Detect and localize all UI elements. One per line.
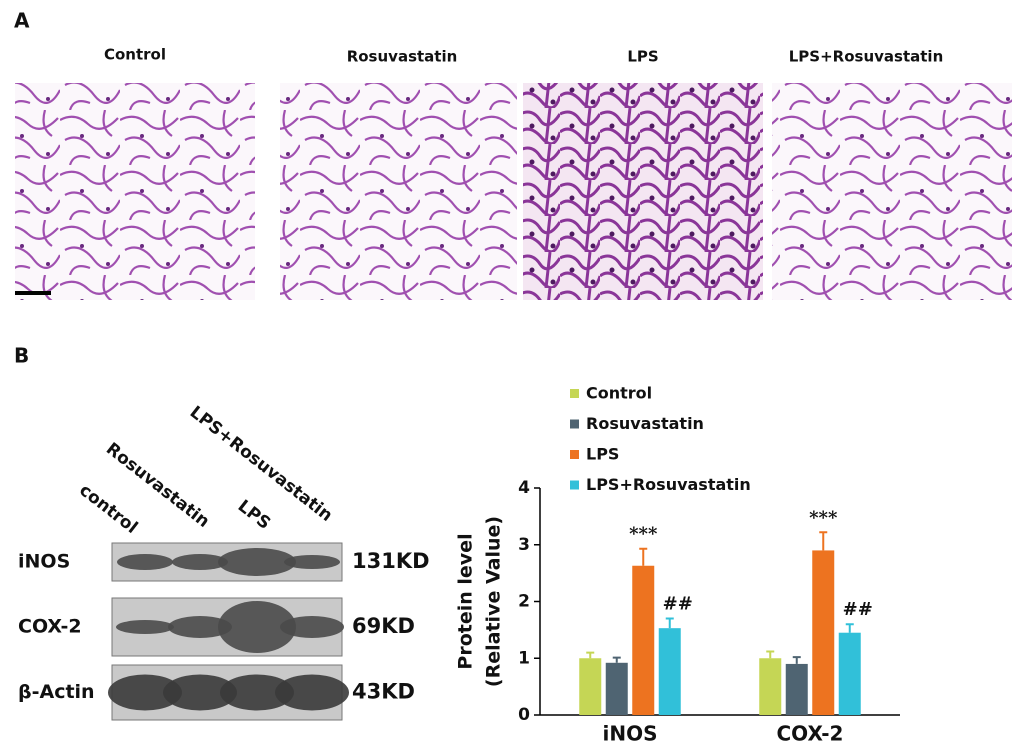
- protein-label: COX-2: [18, 616, 82, 638]
- protein-label: iNOS: [18, 551, 70, 573]
- blot-band: [284, 555, 340, 569]
- image-title: LPS+Rosuvastatin: [789, 48, 944, 66]
- lane-label: LPS: [234, 496, 274, 534]
- blot-band: [280, 616, 344, 638]
- histology-image: [280, 83, 517, 300]
- error-bar: [792, 656, 801, 664]
- y-tick-label: 2: [518, 592, 530, 612]
- error-bar: [845, 623, 854, 633]
- blot-band: [117, 554, 173, 570]
- significance-label: ##: [663, 594, 693, 615]
- significance-label: ***: [809, 507, 838, 528]
- x-tick-label: COX-2: [777, 722, 844, 746]
- size-label: 43KD: [352, 680, 415, 704]
- y-tick-label: 1: [518, 648, 530, 668]
- y-tick-label: 4: [518, 478, 530, 498]
- size-label: 69KD: [352, 614, 415, 638]
- protein-label: β-Actin: [18, 681, 95, 703]
- panel-label: B: [14, 344, 29, 368]
- blot-band: [116, 620, 174, 634]
- x-tick-label: iNOS: [603, 722, 658, 746]
- bar: [838, 632, 861, 715]
- blot-band: [218, 601, 296, 653]
- blot-band: [168, 616, 232, 638]
- size-label: 131KD: [352, 549, 430, 573]
- y-tick-label: 3: [518, 535, 530, 555]
- y-axis-label: Protein level: [455, 533, 477, 669]
- histology-image: [15, 83, 255, 300]
- histology-image: [772, 83, 1012, 300]
- significance-label: ##: [843, 599, 873, 620]
- y-axis-label: (Relative Value): [483, 516, 505, 687]
- panel-label: A: [14, 9, 30, 33]
- significance-label: ***: [629, 524, 658, 545]
- legend-swatch: [570, 450, 579, 459]
- legend-label: LPS+Rosuvastatin: [586, 475, 751, 494]
- legend-label: LPS: [586, 445, 619, 464]
- blot-band: [108, 674, 182, 711]
- bar: [785, 663, 808, 715]
- legend-swatch: [570, 480, 579, 490]
- blot-band: [172, 554, 228, 570]
- image-title: Rosuvastatin: [347, 48, 458, 66]
- bar-chart: 0 1 2 3 4 Protein level (Relative Value) iNOS **…: [455, 384, 900, 746]
- histology-image: [523, 83, 763, 300]
- error-bar: [665, 617, 674, 629]
- image-title: Control: [104, 46, 166, 64]
- legend-label: Rosuvastatin: [586, 414, 704, 433]
- blot-band: [163, 674, 237, 711]
- bar: [579, 658, 602, 715]
- lane-label: control: [75, 480, 141, 538]
- y-tick-label: 0: [518, 705, 530, 725]
- blot-band: [275, 674, 349, 711]
- bar: [759, 658, 782, 715]
- image-title: LPS: [627, 48, 658, 66]
- bar: [632, 565, 655, 715]
- error-bar: [612, 656, 621, 663]
- bar: [605, 662, 628, 715]
- bar: [658, 628, 681, 715]
- error-bar: [586, 651, 595, 659]
- error-bar: [766, 650, 775, 659]
- blot-band: [220, 674, 294, 711]
- blot-band: [218, 548, 296, 576]
- error-bar: [819, 531, 828, 551]
- legend-label: Control: [586, 384, 652, 403]
- legend-swatch: [570, 389, 579, 398]
- error-bar: [639, 547, 648, 566]
- legend-swatch: [570, 419, 579, 429]
- bar: [812, 550, 835, 715]
